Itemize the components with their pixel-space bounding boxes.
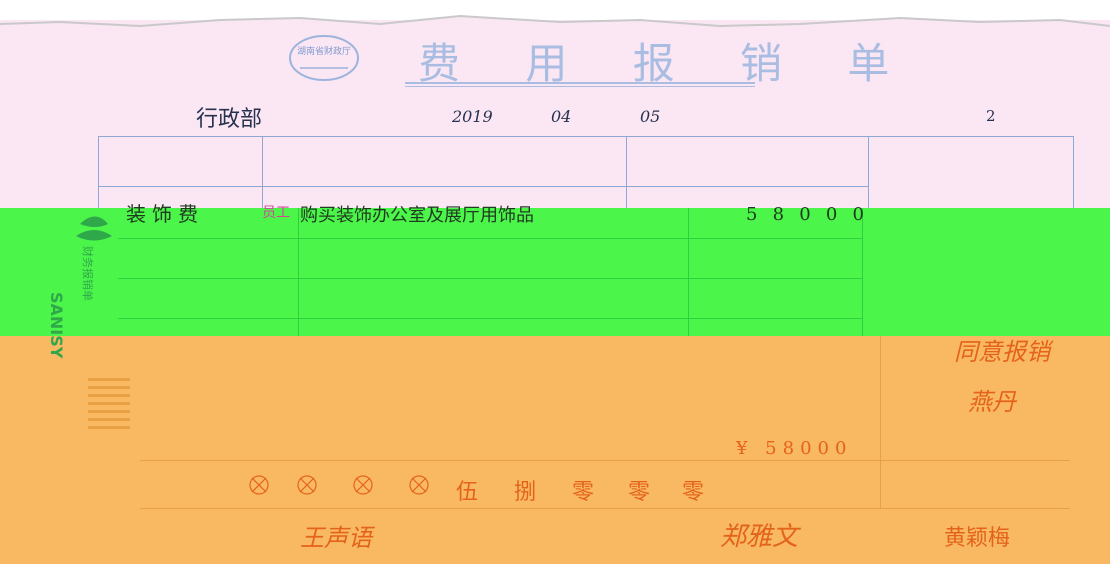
remark-text: 同意报销 [954, 338, 1050, 366]
amount-digit: 0 [825, 204, 838, 225]
col-line-green-2 [688, 208, 689, 336]
form-title: 费 用 报 销 单 [418, 39, 916, 88]
item-purpose-prefix: 员工 [262, 205, 290, 221]
total-row-bottom [140, 508, 1070, 509]
header-divider [98, 186, 868, 187]
side-brand: SANISY [47, 292, 66, 359]
void-circle-icon [409, 475, 429, 495]
reviewer-signature: 郑雅文 [720, 522, 799, 552]
words-digit: 零 [682, 480, 705, 505]
date-month: 04 [551, 107, 572, 126]
words-digit: 零 [628, 480, 651, 505]
col-line-green-3 [862, 208, 863, 336]
barcode-icon [88, 378, 130, 438]
orange-highlight-band [0, 336, 1110, 564]
date-year: 2019 [452, 107, 493, 126]
remark-col-border [880, 336, 881, 508]
amount-digit: 0 [852, 204, 864, 225]
col-divider-3 [868, 136, 869, 208]
row-line-1 [118, 238, 863, 239]
table-top-border [98, 136, 1074, 137]
sanisy-logo-icon [76, 216, 112, 241]
leader-signature: 王声语 [300, 524, 372, 552]
green-highlight-band [0, 208, 1110, 336]
date-day: 05 [640, 107, 661, 126]
row-line-3 [118, 318, 863, 319]
total-row-top [140, 460, 1070, 461]
claimant-signature: 黄颖梅 [944, 526, 1011, 551]
amount-digit: 0 [799, 204, 811, 225]
void-circle-icon [297, 475, 317, 495]
title-underline [405, 82, 755, 84]
title-underline-2 [405, 86, 755, 87]
table-right-border [1073, 136, 1074, 208]
col-line-green-1 [298, 208, 299, 336]
void-circle-icon [353, 475, 373, 495]
green-band-step [728, 322, 1110, 338]
issuer-seal-icon: 湖南省财政厅 [289, 35, 359, 81]
side-product: 财务报销单 [81, 246, 94, 301]
department-value: 行政部 [196, 107, 263, 132]
pink-highlight-band [0, 20, 1110, 208]
words-digit: 零 [572, 480, 595, 505]
row-line-2 [118, 278, 863, 279]
total-amount-figure: ¥ 58000 [736, 438, 853, 459]
torn-edge [0, 14, 1110, 38]
page-top-margin [0, 0, 1110, 20]
col-divider-2 [626, 136, 627, 208]
item-amount-digits: 5 8 0 0 0 [746, 204, 864, 225]
words-digit: 伍 [456, 480, 479, 505]
void-circle-icon [249, 475, 269, 495]
issuer-seal-text: 湖南省财政厅 [297, 45, 351, 57]
amount-digit: 5 [746, 204, 758, 225]
approver-signature: 燕丹 [968, 388, 1016, 416]
amount-digit: 8 [772, 204, 785, 225]
words-digit: 捌 [514, 480, 537, 505]
attachments-count: 2 [986, 107, 996, 125]
item-category: 装饰费 [126, 202, 204, 226]
col-divider-1 [262, 136, 263, 208]
table-left-border [98, 136, 99, 208]
item-purpose: 购买装饰办公室及展厅用饰品 [300, 205, 534, 226]
